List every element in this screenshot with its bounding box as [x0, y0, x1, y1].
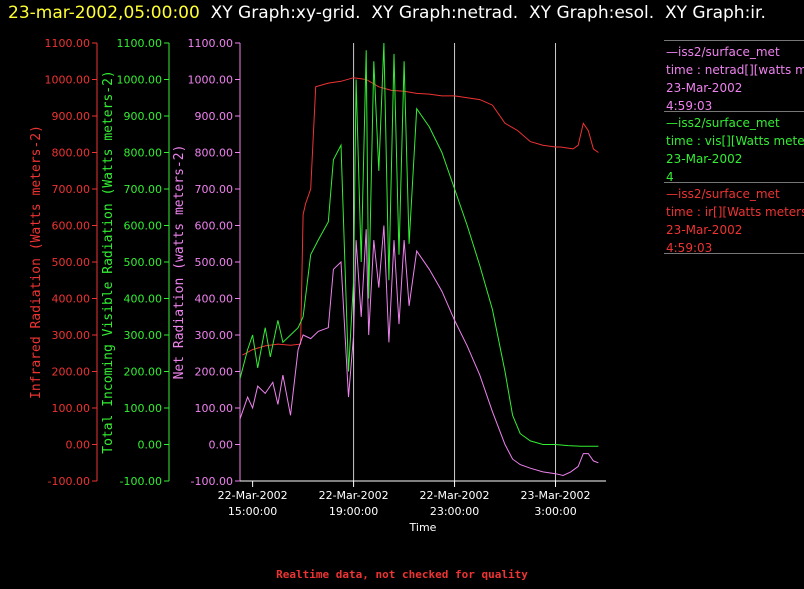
y-tick-label: 900.00 — [124, 110, 163, 123]
legend: —iss2/surface_met time : netrad[][watts … — [664, 40, 804, 254]
y-tick-label: 300.00 — [52, 329, 91, 342]
x-axis-group: 22-Mar-2002 15:00:00 22-Mar-2002 19:00:00 22… — [218, 480, 606, 534]
legend-entry-netrad[interactable]: —iss2/surface_met time : netrad[][watts … — [664, 40, 804, 111]
graph-name-xy-grid[interactable]: XY Graph:xy-grid. — [210, 3, 361, 23]
legend-source: —iss2/surface_met — [666, 116, 780, 130]
y-tick-label: 100.00 — [195, 402, 234, 415]
legend-source: —iss2/surface_met — [666, 187, 780, 201]
x-tick-date: 22-Mar-2002 — [319, 489, 389, 502]
y-axis-title: Infrared Radiation (Watts meters-2) — [29, 125, 44, 399]
legend-time: 4:59:03 — [666, 99, 713, 111]
y-tick-label: 100.00 — [124, 402, 163, 415]
quality-note: Realtime data, not checked for quality — [276, 568, 528, 581]
x-axis-title: Time — [409, 521, 437, 534]
y-tick-label: -100.00 — [120, 475, 162, 488]
y-axes-group: 1100.00 1000.00 900.00 800.00 700.00 600.00 50… — [29, 37, 241, 488]
x-tick-date: 23-Mar-2002 — [521, 489, 591, 502]
x-tick-time: 19:00:00 — [329, 505, 378, 518]
y-tick-label: 400.00 — [124, 293, 163, 306]
x-tick-time: 15:00:00 — [228, 505, 277, 518]
legend-entry-vis[interactable]: —iss2/surface_met time : vis[][Watts met… — [664, 111, 804, 182]
graph-name-esol[interactable]: XY Graph:esol. — [529, 3, 655, 23]
y-tick-label: 1000.00 — [45, 74, 91, 87]
y-tick-label: 1100.00 — [188, 37, 234, 50]
y-tick-label: 300.00 — [195, 329, 234, 342]
y-tick-label: 900.00 — [195, 110, 234, 123]
legend-entry-ir[interactable]: —iss2/surface_met time : ir[][Watts mete… — [664, 182, 804, 254]
y-tick-label: 200.00 — [52, 366, 91, 379]
y-tick-label: 600.00 — [124, 220, 163, 233]
legend-desc: time : vis[][Watts meter — [666, 134, 804, 148]
y-tick-label: 1100.00 — [45, 37, 91, 50]
y-tick-label: 1000.00 — [188, 74, 234, 87]
y-axis-2: 1100.00 1000.00 900.00 800.00 700.00 600.00 50… — [172, 37, 241, 488]
y-tick-label: 400.00 — [195, 293, 234, 306]
y-tick-label: 200.00 — [124, 366, 163, 379]
x-tick-time: 3:00:00 — [534, 505, 576, 518]
y-tick-label: 200.00 — [195, 366, 234, 379]
y-tick-label: 700.00 — [195, 183, 234, 196]
y-tick-label: 500.00 — [124, 256, 163, 269]
timestamp-label: 23-mar-2002,05:00:00 — [8, 3, 200, 23]
y-tick-label: 600.00 — [195, 220, 234, 233]
x-tick-time: 23:00:00 — [430, 505, 479, 518]
legend-date: 23-Mar-2002 — [666, 223, 743, 237]
y-tick-label: 100.00 — [52, 402, 91, 415]
y-tick-label: 300.00 — [124, 329, 163, 342]
y-tick-label: 400.00 — [52, 293, 91, 306]
series-ir-line — [242, 77, 599, 356]
legend-source: —iss2/surface_met — [666, 45, 780, 59]
legend-date: 23-Mar-2002 — [666, 81, 743, 95]
y-axis-title: Net Radiation (watts meters-2) — [172, 145, 187, 380]
y-tick-label: 500.00 — [195, 256, 234, 269]
x-tick-date: 22-Mar-2002 — [420, 489, 490, 502]
y-tick-label: 1100.00 — [117, 37, 163, 50]
legend-time: 4:59:03 — [666, 241, 713, 254]
y-tick-label: 0.00 — [209, 439, 234, 452]
legend-date: 23-Mar-2002 — [666, 152, 743, 166]
y-tick-label: 900.00 — [52, 110, 91, 123]
series-netrad-line — [239, 225, 599, 477]
y-tick-label: 1000.00 — [117, 74, 163, 87]
legend-desc: time : ir[][Watts meters — [666, 205, 804, 219]
legend-extra: 4 — [666, 170, 674, 182]
y-tick-label: 500.00 — [52, 256, 91, 269]
grid-lines — [353, 43, 557, 481]
x-tick-date: 22-Mar-2002 — [218, 489, 288, 502]
y-axis-1: 1100.00 1000.00 900.00 800.00 700.00 600.00 50… — [101, 37, 170, 488]
y-axis-title: Total Incoming Visible Radiation (Watts … — [101, 70, 116, 454]
series-layer — [239, 42, 599, 477]
graph-name-ir[interactable]: XY Graph:ir. — [665, 3, 766, 23]
y-tick-label: 700.00 — [124, 183, 163, 196]
y-tick-label: 700.00 — [52, 183, 91, 196]
y-tick-label: -100.00 — [191, 475, 233, 488]
y-axis-0: 1100.00 1000.00 900.00 800.00 700.00 600.00 50… — [29, 37, 98, 488]
y-tick-label: 800.00 — [52, 147, 91, 160]
y-tick-label: -100.00 — [48, 475, 90, 488]
y-tick-label: 600.00 — [52, 220, 91, 233]
y-tick-label: 800.00 — [124, 147, 163, 160]
y-tick-label: 800.00 — [195, 147, 234, 160]
graph-name-netrad[interactable]: XY Graph:netrad. — [371, 3, 519, 23]
y-tick-label: 0.00 — [66, 439, 91, 452]
legend-desc: time : netrad[][watts met — [666, 63, 804, 77]
series-vis-line — [239, 42, 599, 447]
y-tick-label: 0.00 — [138, 439, 163, 452]
title-bar: 23-mar-2002,05:00:00 XY Graph:xy-grid. X… — [8, 2, 766, 24]
